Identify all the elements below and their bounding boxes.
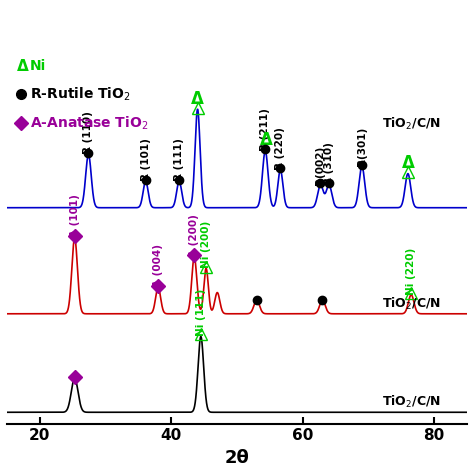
Text: TiO$_2$/C/N: TiO$_2$/C/N (382, 394, 441, 410)
Text: Δ: Δ (401, 154, 414, 172)
Text: R (111): R (111) (174, 138, 184, 181)
Text: TiO$_2$/C/N: TiO$_2$/C/N (382, 116, 441, 132)
Text: R(301): R(301) (357, 127, 367, 166)
Text: R (220): R (220) (275, 127, 285, 170)
Text: R (310): R (310) (324, 142, 334, 185)
Text: R (101): R (101) (141, 138, 151, 181)
Text: Ni (111): Ni (111) (196, 289, 206, 336)
Text: R (211): R (211) (260, 108, 270, 151)
Text: A-Anatase TiO$_2$: A-Anatase TiO$_2$ (30, 114, 148, 132)
Text: R(002): R(002) (316, 146, 326, 185)
Text: Ni: Ni (30, 59, 46, 73)
Text: Δ: Δ (191, 91, 204, 109)
Text: A (004): A (004) (153, 244, 163, 287)
Text: Δ: Δ (260, 131, 273, 149)
Text: Δ: Δ (17, 59, 28, 73)
Text: R (110): R (110) (83, 111, 93, 154)
Text: A (200): A (200) (189, 214, 199, 257)
Text: TiO$_2$/C/N: TiO$_2$/C/N (382, 296, 441, 312)
Text: R-Rutile TiO$_2$: R-Rutile TiO$_2$ (30, 85, 131, 103)
Text: Ni (220): Ni (220) (406, 247, 416, 295)
Text: Ni (200): Ni (200) (201, 221, 211, 268)
Text: A (101): A (101) (70, 194, 80, 237)
X-axis label: 2θ: 2θ (225, 449, 249, 467)
